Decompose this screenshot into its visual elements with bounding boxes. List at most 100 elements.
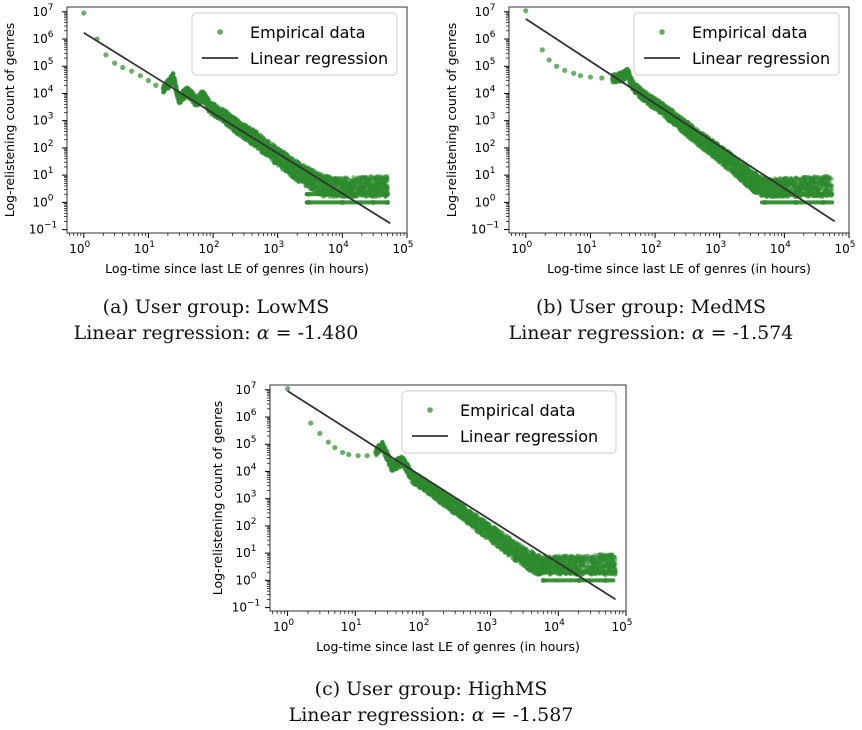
x-tick-exp: 1 bbox=[149, 240, 155, 250]
empirical-point bbox=[153, 82, 159, 88]
y-tick-base: 10 bbox=[32, 195, 47, 209]
x-tick-base: 10 bbox=[69, 242, 84, 256]
y-tick-exp: −1 bbox=[44, 221, 57, 231]
empirical-point bbox=[207, 105, 213, 111]
cloud-point bbox=[372, 184, 377, 189]
x-tick-base: 10 bbox=[199, 242, 214, 256]
caption-a-alpha-value: = -1.480 bbox=[269, 322, 359, 344]
cloud-point bbox=[259, 138, 265, 143]
cloud-point bbox=[619, 71, 625, 76]
cloud-point bbox=[219, 106, 224, 111]
caption-a-title: (a) User group: LowMS bbox=[102, 296, 330, 318]
empirical-point bbox=[305, 191, 312, 197]
cloud-point bbox=[356, 175, 361, 180]
empirical-point bbox=[305, 199, 312, 205]
cloud-point bbox=[359, 186, 365, 191]
chart-panel-a: 100 101 102 103 104 10510−1100101102103104105… bbox=[2, 3, 414, 276]
cloud-point bbox=[801, 184, 807, 189]
cloud-point bbox=[777, 175, 783, 181]
cloud-point bbox=[377, 188, 383, 193]
cloud-point bbox=[231, 129, 237, 134]
empirical-point bbox=[200, 93, 206, 99]
cloud-point bbox=[248, 141, 253, 146]
cloud-point bbox=[336, 178, 342, 183]
plot-area bbox=[81, 10, 391, 225]
cloud-point bbox=[365, 179, 371, 185]
empirical-point bbox=[103, 52, 109, 58]
cloud-point bbox=[339, 182, 344, 188]
x-tick-base: 10 bbox=[263, 242, 278, 256]
empirical-point bbox=[320, 183, 326, 189]
cloud-point bbox=[373, 175, 378, 180]
cloud-point bbox=[249, 129, 255, 134]
cloud-point bbox=[348, 188, 353, 193]
y-tick-base: 10 bbox=[32, 141, 47, 155]
cloud-point bbox=[328, 179, 334, 185]
cloud-point bbox=[355, 187, 360, 193]
cloud-point bbox=[712, 144, 717, 149]
cloud-point bbox=[357, 180, 362, 185]
x-tick-exp: 2 bbox=[214, 240, 220, 250]
empirical-point bbox=[339, 199, 345, 205]
caption-a-alpha-symbol: α bbox=[256, 322, 270, 344]
cloud-point bbox=[254, 131, 260, 137]
empirical-point bbox=[280, 157, 286, 163]
cloud-point bbox=[277, 162, 283, 167]
cloud-point bbox=[819, 183, 824, 188]
caption-a-regression: Linear regression: α = -1.480 bbox=[0, 320, 432, 346]
cloud-point bbox=[350, 178, 355, 183]
cloud-point bbox=[762, 176, 768, 182]
y-tick-label: 102 bbox=[32, 139, 53, 155]
cloud-point bbox=[173, 81, 178, 87]
y-tick-base: 10 bbox=[32, 86, 47, 100]
empirical-point bbox=[184, 88, 190, 94]
plot-area bbox=[523, 8, 836, 223]
cloud-point bbox=[236, 122, 241, 127]
cloud-point bbox=[303, 178, 308, 183]
cloud-point bbox=[798, 179, 803, 185]
cloud-point bbox=[191, 93, 196, 98]
cloud-point bbox=[367, 183, 372, 189]
empirical-point bbox=[384, 199, 391, 205]
x-tick-base: 10 bbox=[392, 242, 407, 256]
cloud-point bbox=[346, 184, 351, 189]
cloud-point bbox=[223, 108, 228, 114]
cloud-point bbox=[765, 178, 771, 184]
cloud-point bbox=[311, 170, 316, 175]
cloud-point bbox=[680, 125, 686, 130]
x-tick-base: 10 bbox=[134, 242, 149, 256]
empirical-point bbox=[351, 191, 357, 197]
empirical-point bbox=[370, 199, 376, 205]
cloud-point bbox=[731, 168, 736, 174]
cloud-point bbox=[312, 183, 317, 188]
cloud-point bbox=[289, 173, 295, 178]
cloud-point bbox=[342, 178, 348, 183]
cloud-point bbox=[753, 177, 759, 183]
cloud-point bbox=[302, 171, 307, 176]
cloud-point bbox=[297, 176, 303, 182]
legend-label-regression: Linear regression bbox=[250, 49, 388, 68]
empirical-point bbox=[217, 111, 224, 117]
cloud-point bbox=[331, 177, 337, 182]
cloud-point bbox=[276, 148, 281, 153]
empirical-point bbox=[137, 73, 143, 79]
cloud-point bbox=[271, 153, 276, 158]
cloud-point bbox=[795, 184, 800, 190]
empirical-point bbox=[370, 191, 376, 197]
y-tick-label: 105 bbox=[32, 57, 53, 73]
cloud-point bbox=[208, 100, 214, 106]
y-tick-base: 10 bbox=[32, 168, 47, 182]
cloud-point bbox=[292, 173, 298, 179]
empirical-point bbox=[333, 191, 339, 197]
empirical-point bbox=[170, 74, 176, 80]
cloud-point bbox=[319, 188, 325, 193]
y-tick-exp: 4 bbox=[48, 84, 54, 94]
cloud-point bbox=[385, 176, 390, 181]
cloud-point bbox=[724, 166, 729, 171]
cloud-point bbox=[794, 175, 800, 181]
y-tick-base: 10 bbox=[29, 223, 44, 237]
y-tick-label: 106 bbox=[32, 30, 53, 46]
cloud-point bbox=[263, 138, 269, 143]
chart-panel-b: 100 101 102 103 104 10510−1100101102103104105… bbox=[444, 3, 856, 276]
caption-a-prefix: Linear regression: bbox=[73, 322, 257, 344]
